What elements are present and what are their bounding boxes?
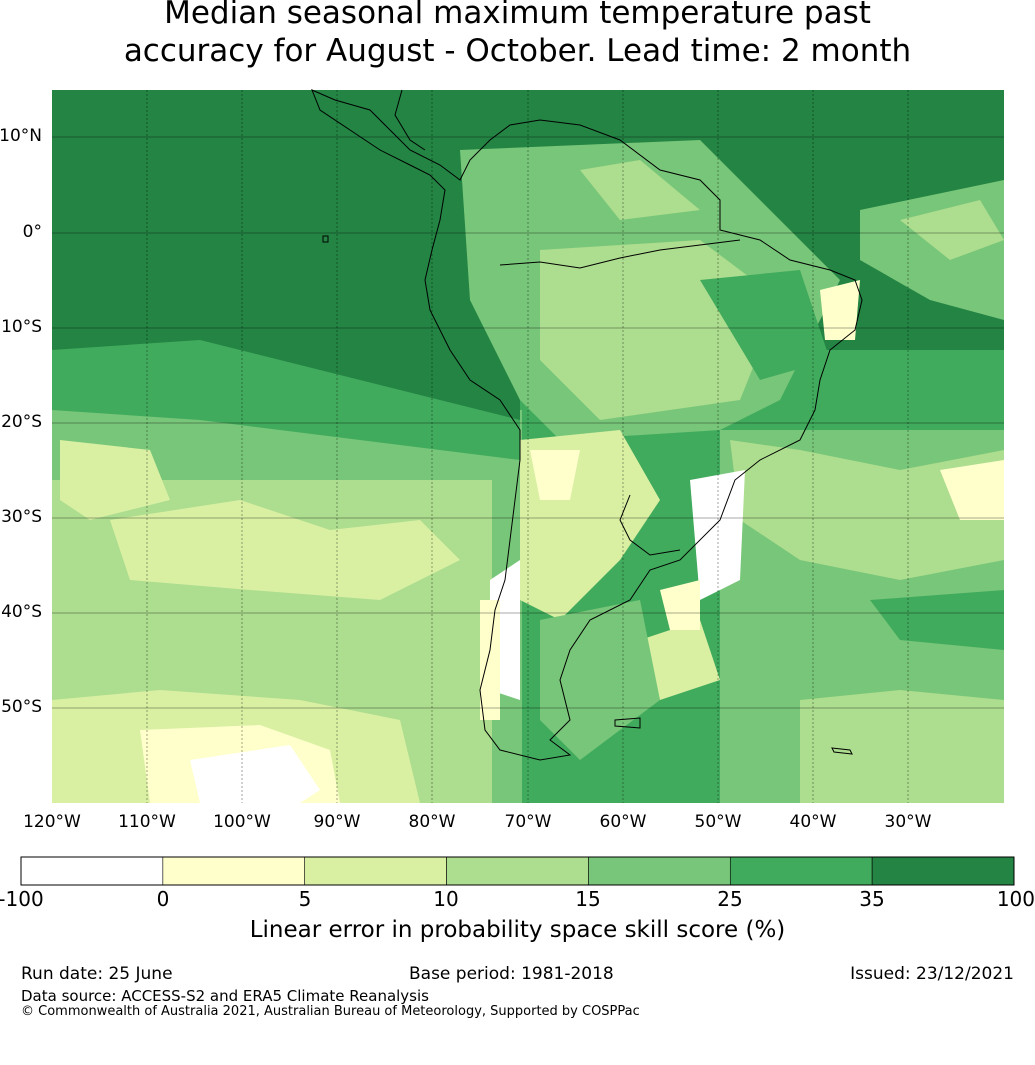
copyright: © Commonwealth of Australia 2021, Austra… (21, 1004, 640, 1019)
lat-label-10s: 10°S (1, 317, 42, 337)
data-source: Data source: ACCESS-S2 and ERA5 Climate … (21, 987, 429, 1005)
lat-label-30s: 30°S (1, 507, 42, 527)
lat-label-10n: 10°N (0, 126, 42, 146)
title-line-1: Median seasonal maximum temperature past (164, 0, 871, 31)
cb-tick-0: 0 (156, 887, 170, 911)
colorbar-swatch (162, 856, 306, 886)
skill-field (52, 90, 1004, 803)
colorbar-swatch (588, 856, 731, 886)
run-date: Run date: 25 June (21, 964, 173, 984)
colorbar-swatch (446, 856, 589, 886)
colorbar-swatch (304, 856, 447, 886)
lon-label-30w: 30°W (884, 812, 932, 832)
lon-label-120w: 120°W (23, 812, 81, 832)
lon-label-90w: 90°W (313, 812, 361, 832)
graticule (52, 90, 1004, 803)
cb-tick-15: 15 (575, 887, 601, 911)
cb-tick-25: 25 (717, 887, 743, 911)
base-period: Base period: 1981-2018 (409, 964, 614, 984)
colorbar-swatch (871, 856, 1015, 886)
colorbar-swatch (729, 856, 873, 886)
lon-label-70w: 70°W (504, 812, 552, 832)
issued-date: Issued: 23/12/2021 (850, 964, 1014, 984)
lon-label-110w: 110°W (118, 812, 176, 832)
title-line-2: accuracy for August - October. Lead time… (123, 33, 912, 69)
cb-tick-5: 5 (298, 887, 312, 911)
cb-tick-35: 35 (859, 887, 885, 911)
lon-label-40w: 40°W (789, 812, 837, 832)
lat-label-50s: 50°S (1, 697, 42, 717)
cb-tick-neg100: -100 (0, 887, 44, 911)
lat-label-0: 0° (22, 222, 42, 242)
lon-label-100w: 100°W (213, 812, 271, 832)
cb-tick-100: 100 (996, 887, 1035, 911)
lon-label-80w: 80°W (408, 812, 456, 832)
colorbar-swatch (20, 856, 164, 886)
lon-label-60w: 60°W (599, 812, 647, 832)
map-title: Median seasonal maximum temperature past… (0, 0, 1035, 70)
coastline (311, 89, 863, 761)
lon-label-50w: 50°W (694, 812, 742, 832)
lat-label-20s: 20°S (1, 412, 42, 432)
colorbar-swatches (20, 856, 1015, 886)
cb-tick-10: 10 (433, 887, 459, 911)
colorbar-caption: Linear error in probability space skill … (249, 917, 786, 943)
lat-label-40s: 40°S (1, 602, 42, 622)
